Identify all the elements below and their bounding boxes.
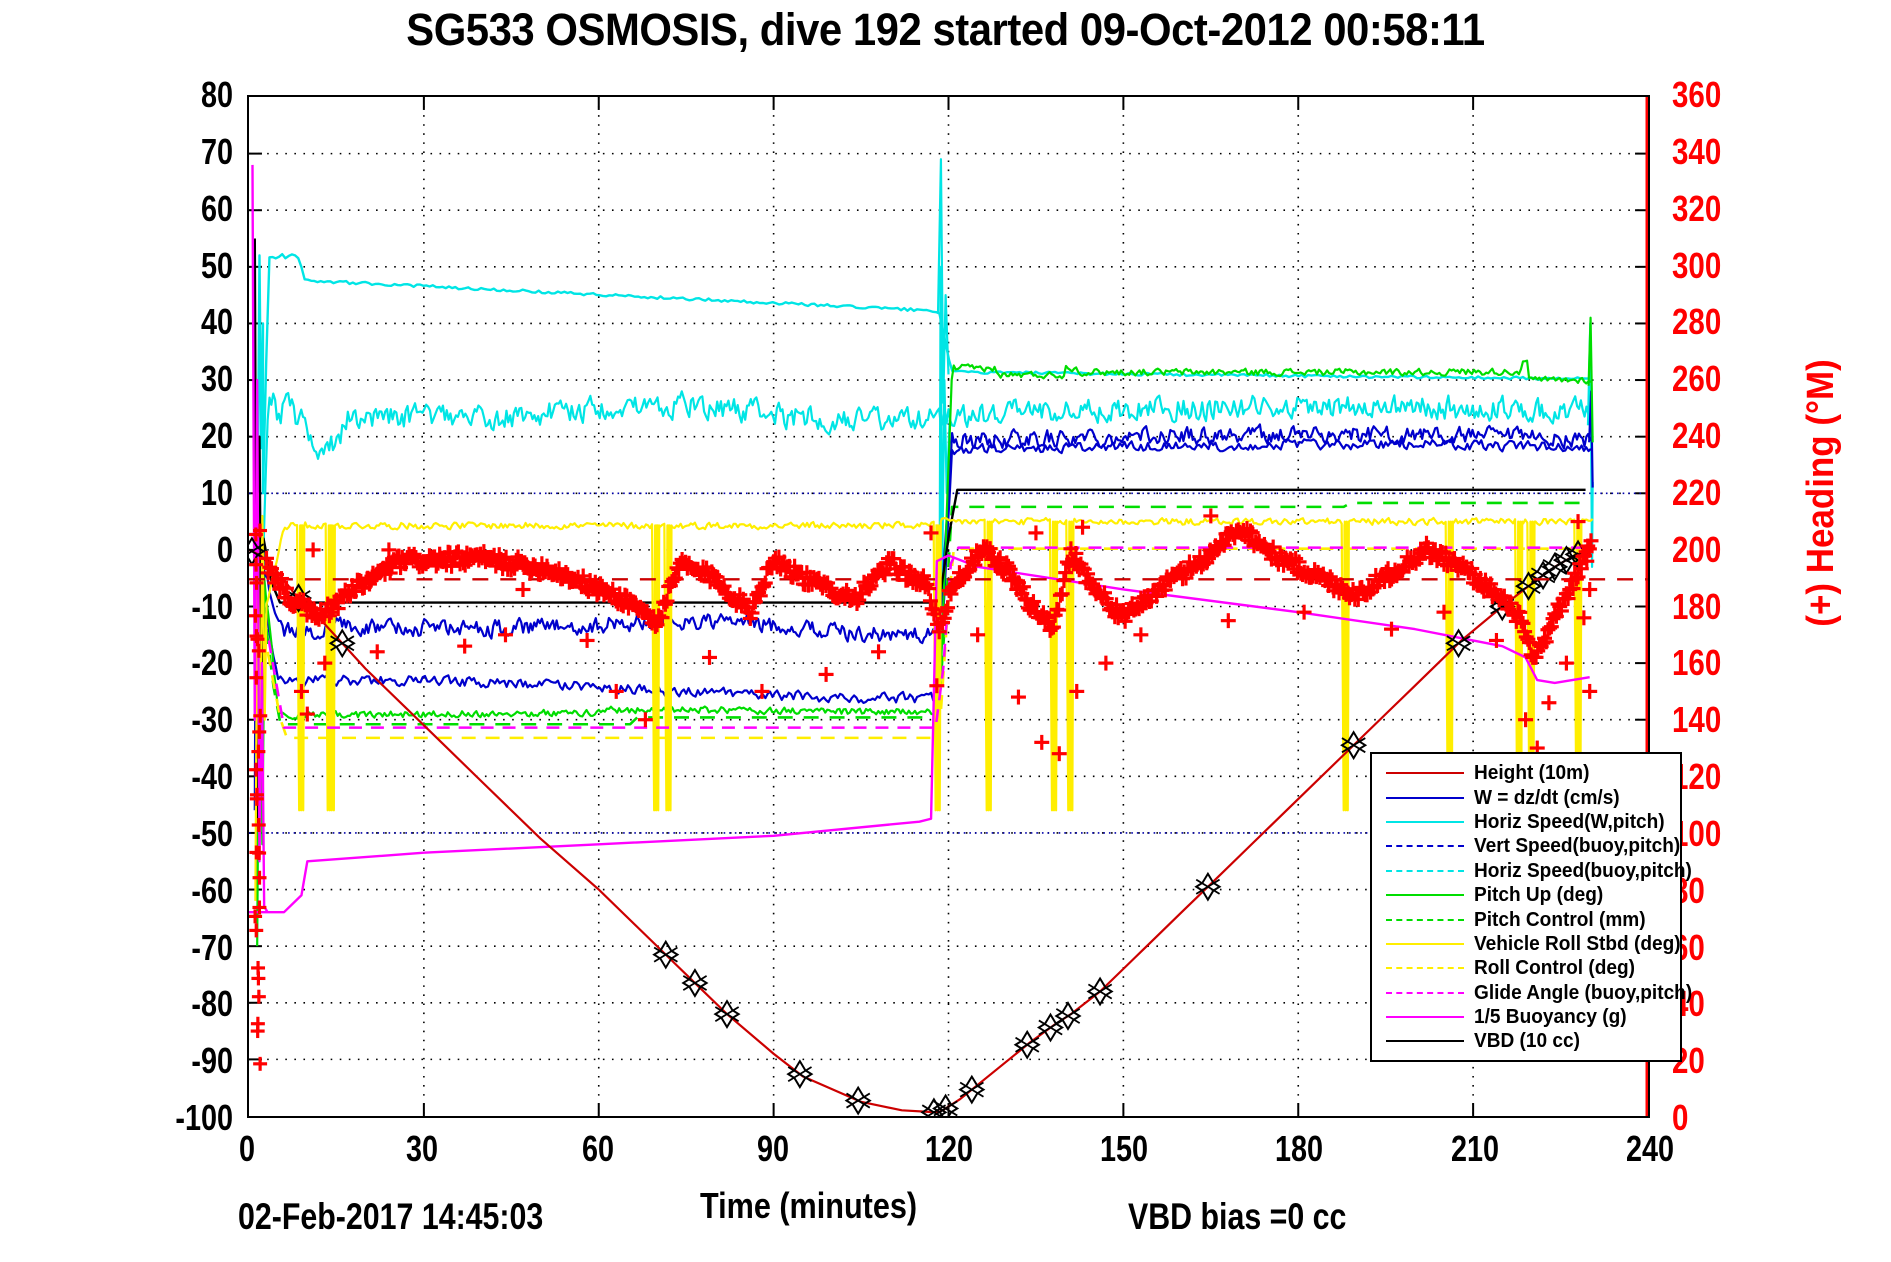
y-left-tick-3: 50 — [200, 244, 233, 286]
legend-item-pitch-control[interactable]: Pitch Control (mm) — [1372, 907, 1680, 931]
x-axis-label: Time (minutes) — [700, 1185, 918, 1226]
data-layer — [249, 158, 1648, 1116]
y-right-tick-7: 220 — [1672, 471, 1722, 513]
y-right-tick-18: 0 — [1672, 1097, 1689, 1138]
y-left-tick-18: -100 — [175, 1097, 233, 1138]
y-left-tick-15: -70 — [191, 926, 233, 968]
legend-swatch-buoyancy — [1386, 1016, 1464, 1019]
legend-item-vbd[interactable]: VBD (10 cc) — [1372, 1029, 1680, 1053]
legend-swatch-pitch-up — [1386, 894, 1464, 897]
y-left-tick-16: -80 — [191, 983, 233, 1025]
y-right-tick-9: 180 — [1672, 585, 1722, 627]
y-left-tick-8: 0 — [216, 528, 233, 570]
x-tick-6: 180 — [1275, 1128, 1324, 1169]
legend-swatch-vert-speed-buoy-pitch — [1386, 845, 1464, 848]
page-title: SG533 OSMOSIS, dive 192 started 09-Oct-2… — [406, 4, 1485, 55]
x-tick-5: 150 — [1099, 1128, 1148, 1169]
legend-item-vehicle-roll-stbd[interactable]: Vehicle Roll Stbd (deg) — [1372, 931, 1681, 956]
legend-item-buoyancy[interactable]: 1/5 Buoyancy (g) — [1372, 1005, 1680, 1029]
legend-label-vert-speed-buoy-pitch: Vert Speed(buoy,pitch) — [1474, 834, 1681, 858]
legend-item-height[interactable]: Height (10m) — [1372, 761, 1680, 785]
legend-label-horiz-speed-w-pitch: Horiz Speed(W,pitch) — [1474, 809, 1665, 833]
legend-swatch-height — [1386, 772, 1464, 775]
legend-swatch-glide-angle-buoy-pitch — [1386, 991, 1464, 994]
y-left-tick-14: -60 — [191, 869, 233, 911]
y-right-tick-11: 140 — [1672, 699, 1722, 741]
legend-label-pitch-up: Pitch Up (deg) — [1474, 883, 1604, 907]
y-left-tick-17: -90 — [191, 1040, 233, 1082]
legend-label-buoyancy: 1/5 Buoyancy (g) — [1474, 1005, 1627, 1029]
plot-area — [247, 95, 1650, 1118]
y-left-tick-12: -40 — [191, 756, 233, 797]
y-left-tick-0: 80 — [200, 74, 233, 115]
y-right-tick-5: 260 — [1672, 358, 1722, 400]
y-right-tick-6: 240 — [1672, 415, 1722, 456]
y-left-tick-9: -10 — [191, 585, 233, 627]
y-left-tick-2: 60 — [200, 187, 233, 229]
vbd-bias-note: VBD bias =0 cc — [1128, 1196, 1347, 1237]
legend-item-horiz-speed-buoy-pitch[interactable]: Horiz Speed(buoy,pitch) — [1372, 859, 1692, 883]
y-left-tick-1: 70 — [200, 130, 233, 172]
y-right-tick-2: 320 — [1672, 187, 1722, 229]
y-left-tick-5: 30 — [200, 358, 233, 400]
y-left-tick-4: 40 — [200, 301, 233, 343]
y-left-tick-13: -50 — [191, 812, 233, 854]
render-timestamp: 02-Feb-2017 14:45:03 — [238, 1196, 544, 1237]
y-axis-right-label: (+) Heading (°M) — [1800, 359, 1842, 627]
legend-item-w-dzdt[interactable]: W = dz/dt (cm/s) — [1372, 785, 1680, 809]
legend-label-horiz-speed-buoy-pitch: Horiz Speed(buoy,pitch) — [1474, 858, 1692, 882]
legend-swatch-roll-control — [1386, 967, 1464, 970]
legend-label-vbd: VBD (10 cc) — [1474, 1029, 1580, 1053]
legend-item-horiz-speed-w-pitch[interactable]: Horiz Speed(W,pitch) — [1372, 810, 1680, 834]
x-tick-0: 0 — [238, 1128, 256, 1169]
legend-label-glide-angle-buoy-pitch: Glide Angle (buoy,pitch) — [1474, 980, 1693, 1004]
x-tick-3: 90 — [757, 1128, 790, 1169]
legend-item-vert-speed-buoy-pitch[interactable]: Vert Speed(buoy,pitch) — [1372, 834, 1680, 858]
legend-item-glide-angle-buoy-pitch[interactable]: Glide Angle (buoy,pitch) — [1372, 981, 1692, 1005]
legend-item-roll-control[interactable]: Roll Control (deg) — [1372, 956, 1680, 980]
x-tick-7: 210 — [1450, 1128, 1499, 1169]
legend-label-vehicle-roll-stbd: Vehicle Roll Stbd (deg) — [1474, 931, 1681, 955]
y-right-tick-4: 280 — [1672, 301, 1722, 343]
y-right-tick-3: 300 — [1672, 244, 1722, 286]
x-tick-4: 120 — [924, 1128, 973, 1169]
y-left-tick-10: -20 — [191, 642, 233, 684]
y-left-tick-11: -30 — [191, 699, 233, 741]
legend-label-pitch-control: Pitch Control (mm) — [1474, 907, 1646, 931]
legend-label-roll-control: Roll Control (deg) — [1474, 956, 1635, 980]
x-tick-2: 60 — [581, 1128, 614, 1169]
legend-swatch-w-dzdt — [1386, 796, 1464, 799]
x-tick-8: 240 — [1625, 1128, 1675, 1169]
y-right-tick-8: 200 — [1672, 528, 1722, 570]
legend-item-pitch-up[interactable]: Pitch Up (deg) — [1372, 883, 1680, 907]
legend-label-height: Height (10m) — [1474, 761, 1590, 785]
y-right-tick-10: 160 — [1672, 642, 1722, 684]
legend-swatch-vbd — [1386, 1040, 1464, 1043]
y-left-tick-6: 20 — [200, 415, 233, 456]
y-right-tick-1: 340 — [1672, 130, 1722, 172]
legend-label-w-dzdt: W = dz/dt (cm/s) — [1474, 785, 1620, 809]
y-left-tick-7: 10 — [200, 471, 233, 513]
legend-swatch-horiz-speed-w-pitch — [1386, 820, 1464, 823]
legend-swatch-pitch-control — [1386, 918, 1464, 921]
legend-swatch-vehicle-roll-stbd — [1386, 942, 1464, 945]
legend-swatch-horiz-speed-buoy-pitch — [1386, 869, 1464, 872]
y-right-tick-0: 360 — [1672, 74, 1722, 115]
chart-legend: Height (10m) W = dz/dt (cm/s) Horiz Speed(… — [1370, 752, 1692, 1062]
x-tick-1: 30 — [406, 1128, 439, 1169]
